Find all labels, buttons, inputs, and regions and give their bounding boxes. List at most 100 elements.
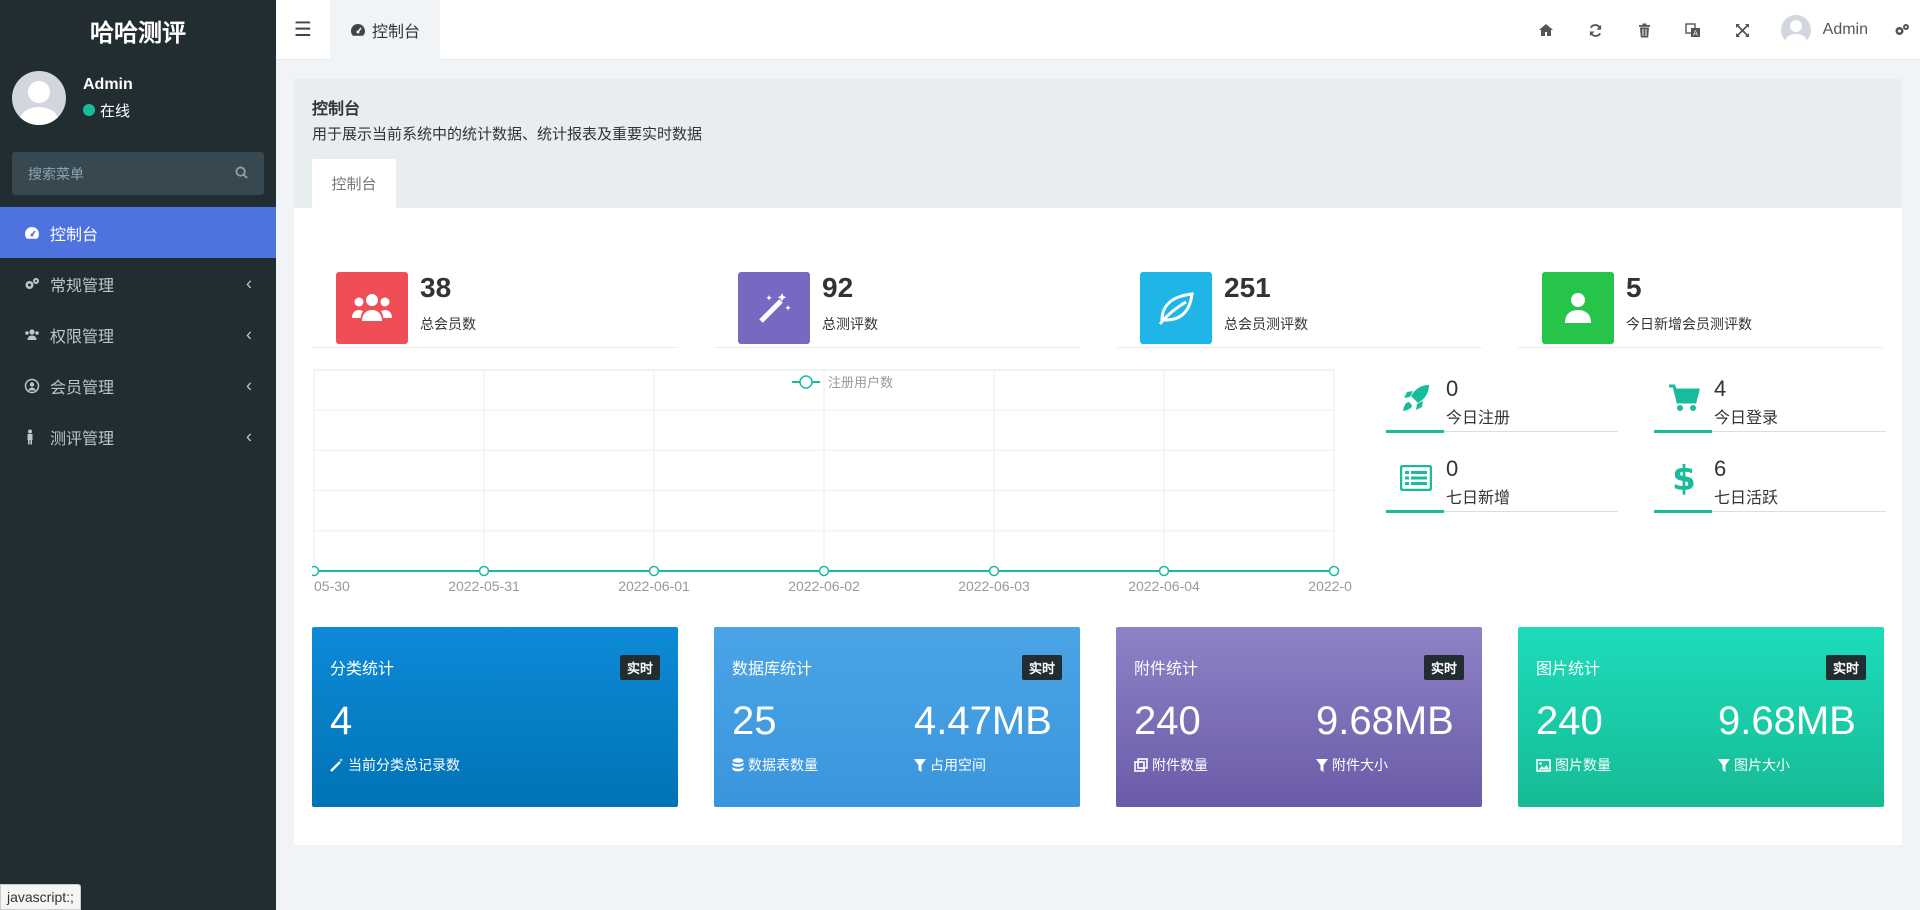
mini-value: 6 (1714, 456, 1727, 481)
online-dot-icon (83, 104, 95, 116)
card-title: 数据库统计 (732, 661, 813, 678)
menu-search (12, 152, 264, 195)
brand-logo[interactable]: 哈哈测评 (0, 0, 276, 60)
chevron-left-icon: ‹ (246, 324, 252, 344)
chart-legend-label: 注册用户数 (828, 375, 893, 390)
image-icon (1536, 758, 1551, 772)
stat-today-new-evaluations: 5 今日新增会员测评数 (1518, 248, 1884, 348)
sidebar-item-dashboard[interactable]: 控制台 (0, 207, 276, 258)
card-sublabel-secondary: 占用空间 (914, 755, 986, 775)
dashboard-icon (350, 23, 366, 37)
stat-label: 今日新增会员测评数 (1626, 316, 1752, 332)
sidebar-item-members[interactable]: 会员管理 ‹ (0, 360, 276, 411)
cart-icon (1666, 380, 1702, 416)
sidebar-item-permissions[interactable]: 权限管理 ‹ (0, 309, 276, 360)
refresh-icon[interactable] (1571, 0, 1620, 60)
chart-point (648, 565, 660, 577)
users-icon (336, 272, 408, 344)
card-sublabel: 附件数量 (1134, 755, 1208, 775)
mini-stat-today-register: 0 今日注册 (1386, 368, 1618, 433)
group-icon (24, 328, 44, 342)
filter-icon (1718, 758, 1730, 772)
trash-icon[interactable] (1620, 0, 1669, 60)
chart-point (988, 565, 1000, 577)
mini-label: 今日注册 (1446, 410, 1511, 427)
tab-dashboard[interactable]: 控制台 (330, 0, 441, 60)
page-description: 用于展示当前系统中的统计数据、统计报表及重要实时数据 (312, 126, 703, 143)
card-category-stats: 分类统计 实时 4 当前分类总记录数 (312, 627, 678, 807)
files-icon (1134, 758, 1148, 772)
dashboard-icon (24, 226, 44, 240)
sidebar-item-label: 常规管理 (50, 277, 115, 295)
translate-icon[interactable]: A (1669, 0, 1718, 60)
avatar (12, 71, 66, 125)
page-title: 控制台 (312, 101, 361, 118)
card-sublabel: 当前分类总记录数 (330, 755, 460, 775)
tab-label: 控制台 (372, 23, 421, 41)
sidebar-item-label: 控制台 (50, 226, 99, 244)
stat-label: 总测评数 (822, 316, 878, 332)
topbar: ☰ 控制台 A Admin (276, 0, 1920, 60)
list-icon (1398, 460, 1434, 496)
card-sublabel-secondary: 附件大小 (1316, 755, 1388, 775)
home-icon[interactable] (1522, 0, 1571, 60)
avatar (1780, 15, 1811, 45)
mini-value: 4 (1714, 376, 1727, 401)
tab-dashboard-content[interactable]: 控制台 (312, 159, 396, 208)
sidebar-item-label: 会员管理 (50, 379, 115, 397)
chart-point (478, 565, 490, 577)
sidebar-item-label: 权限管理 (50, 328, 115, 346)
chevron-left-icon: ‹ (246, 273, 252, 293)
user-icon (1542, 272, 1614, 344)
card-sublabel: 数据表数量 (732, 755, 818, 775)
card-title: 附件统计 (1134, 661, 1199, 678)
dollar-icon: $ (1666, 460, 1702, 496)
chevron-left-icon: ‹ (246, 375, 252, 395)
realtime-badge: 实时 (1825, 655, 1866, 680)
mini-stat-week-new: 0 七日新增 (1386, 448, 1618, 513)
rocket-icon (1398, 380, 1434, 416)
stat-value: 251 (1224, 272, 1271, 303)
sidebar-item-label: 测评管理 (50, 430, 115, 448)
menu-toggle-icon[interactable]: ☰ (294, 19, 312, 41)
cogs-icon (24, 277, 44, 291)
top-user-menu[interactable]: Admin (1767, 15, 1884, 45)
content-header: 控制台 用于展示当前系统中的统计数据、统计报表及重要实时数据 控制台 (294, 79, 1902, 208)
mini-stat-today-login: 4 今日登录 (1654, 368, 1886, 433)
menu-search-input[interactable] (28, 165, 208, 182)
search-icon[interactable] (235, 165, 248, 182)
card-value-secondary: 9.68MB (1718, 699, 1856, 743)
realtime-badge: 实时 (1021, 655, 1062, 680)
chart-legend-marker (799, 375, 813, 389)
cogs-icon[interactable] (1884, 0, 1920, 60)
registrations-chart: 05-30 2022-05-31 2022-06-01 2022-06-02 2022-… (308, 368, 1360, 608)
stat-total-evaluations: 92 总测评数 (714, 248, 1080, 348)
card-value: 240 (1536, 699, 1603, 743)
male-icon (24, 429, 44, 445)
sidebar: 哈哈测评 Admin 在线 控制台 常规管理 ‹ 权限管理 ‹ (0, 0, 276, 910)
filter-icon (914, 758, 926, 772)
user-circle-icon (24, 378, 44, 394)
magic-wand-icon (738, 272, 810, 344)
card-value: 240 (1134, 699, 1201, 743)
card-image-stats: 图片统计 实时 240 图片数量 9.68MB 图片大小 (1518, 627, 1884, 807)
user-panel: Admin 在线 (0, 60, 276, 136)
mini-label: 七日活跃 (1714, 490, 1779, 507)
main-content: 控制台 用于展示当前系统中的统计数据、统计报表及重要实时数据 控制台 38 总会… (294, 79, 1902, 845)
sidebar-item-evaluation[interactable]: 测评管理 ‹ (0, 411, 276, 462)
chart-x-tick-label: 2022-05-31 (448, 578, 520, 594)
chart-x-tick-label: 2022-06-02 (788, 578, 860, 594)
sidebar-item-general[interactable]: 常规管理 ‹ (0, 258, 276, 309)
user-name: Admin (83, 75, 133, 93)
stat-value: 92 (822, 272, 854, 303)
card-value-secondary: 4.47MB (914, 699, 1052, 743)
card-value-secondary: 9.68MB (1316, 699, 1454, 743)
stat-member-evaluations: 251 总会员测评数 (1116, 248, 1482, 348)
fullscreen-icon[interactable] (1718, 0, 1767, 60)
chart-point (1328, 565, 1340, 577)
mini-value: 0 (1446, 376, 1459, 401)
realtime-badge: 实时 (1423, 655, 1464, 680)
top-user-name: Admin (1822, 21, 1868, 38)
card-value: 4 (330, 699, 353, 743)
database-icon (732, 758, 744, 772)
